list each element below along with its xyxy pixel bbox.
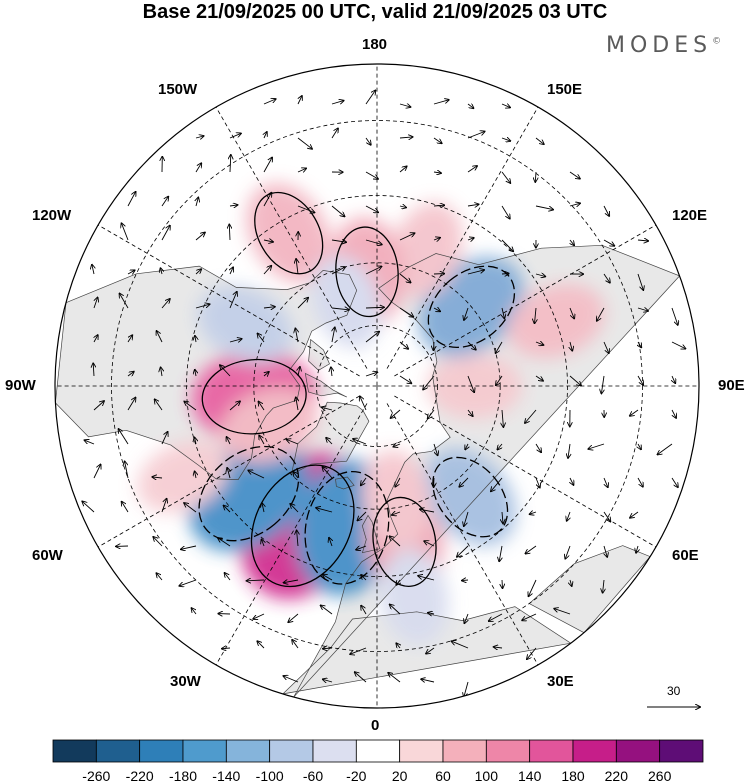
wind-arrow [502, 274, 509, 275]
lon-label-0: 0 [371, 717, 379, 734]
colorbar-segment [530, 740, 573, 762]
lon-label-120e: 120E [672, 207, 707, 224]
lon-label-120w: 120W [32, 207, 71, 224]
colorbar-tick-label: 140 [518, 768, 541, 784]
wind-arrow [433, 342, 434, 350]
colorbar-tick-label: -100 [256, 768, 284, 784]
colorbar-tick-label: 60 [435, 768, 451, 784]
colorbar-tick-label: -20 [346, 768, 366, 784]
colorbar-tick-label: -220 [126, 768, 154, 784]
lon-label-150w: 150W [158, 81, 197, 98]
colorbar-tick-label: -60 [303, 768, 323, 784]
colorbar-tick-label: 180 [561, 768, 584, 784]
colorbar-segment [400, 740, 443, 762]
colorbar-tick-label: 260 [648, 768, 671, 784]
colorbar-segment [660, 740, 703, 762]
colorbar-segment [53, 740, 96, 762]
lon-label-60e: 60E [672, 547, 699, 564]
colorbar-segment [443, 740, 486, 762]
colorbar-segment [486, 740, 529, 762]
colorbar-tick-label: -140 [212, 768, 240, 784]
colorbar-segment [226, 740, 269, 762]
lon-label-90w: 90W [5, 377, 36, 394]
colorbar [53, 740, 703, 762]
colorbar-segment [313, 740, 356, 762]
wind-arrow [462, 580, 468, 581]
lon-label-150e: 150E [547, 81, 582, 98]
lon-label-30e: 30E [547, 673, 574, 690]
wind-arrow [502, 580, 503, 588]
colorbar-tick-label: 100 [475, 768, 498, 784]
colorbar-segment [270, 740, 313, 762]
colorbar-tick-label: -260 [82, 768, 110, 784]
colorbar-tick-label: 220 [605, 768, 628, 784]
colorbar-tick-label: -180 [169, 768, 197, 784]
colorbar-segment [573, 740, 616, 762]
colorbar-segment [140, 740, 183, 762]
lon-label-90e: 90E [718, 377, 745, 394]
lon-label-60w: 60W [32, 547, 63, 564]
colorbar-segment [96, 740, 139, 762]
colorbar-segment [616, 740, 659, 762]
colorbar-segment [356, 740, 399, 762]
wind-reference-label: 30 [667, 684, 680, 698]
colorbar-segment [183, 740, 226, 762]
colorbar-tick-label: 20 [392, 768, 408, 784]
lon-label-180: 180 [362, 36, 387, 53]
lon-label-30w: 30W [170, 673, 201, 690]
